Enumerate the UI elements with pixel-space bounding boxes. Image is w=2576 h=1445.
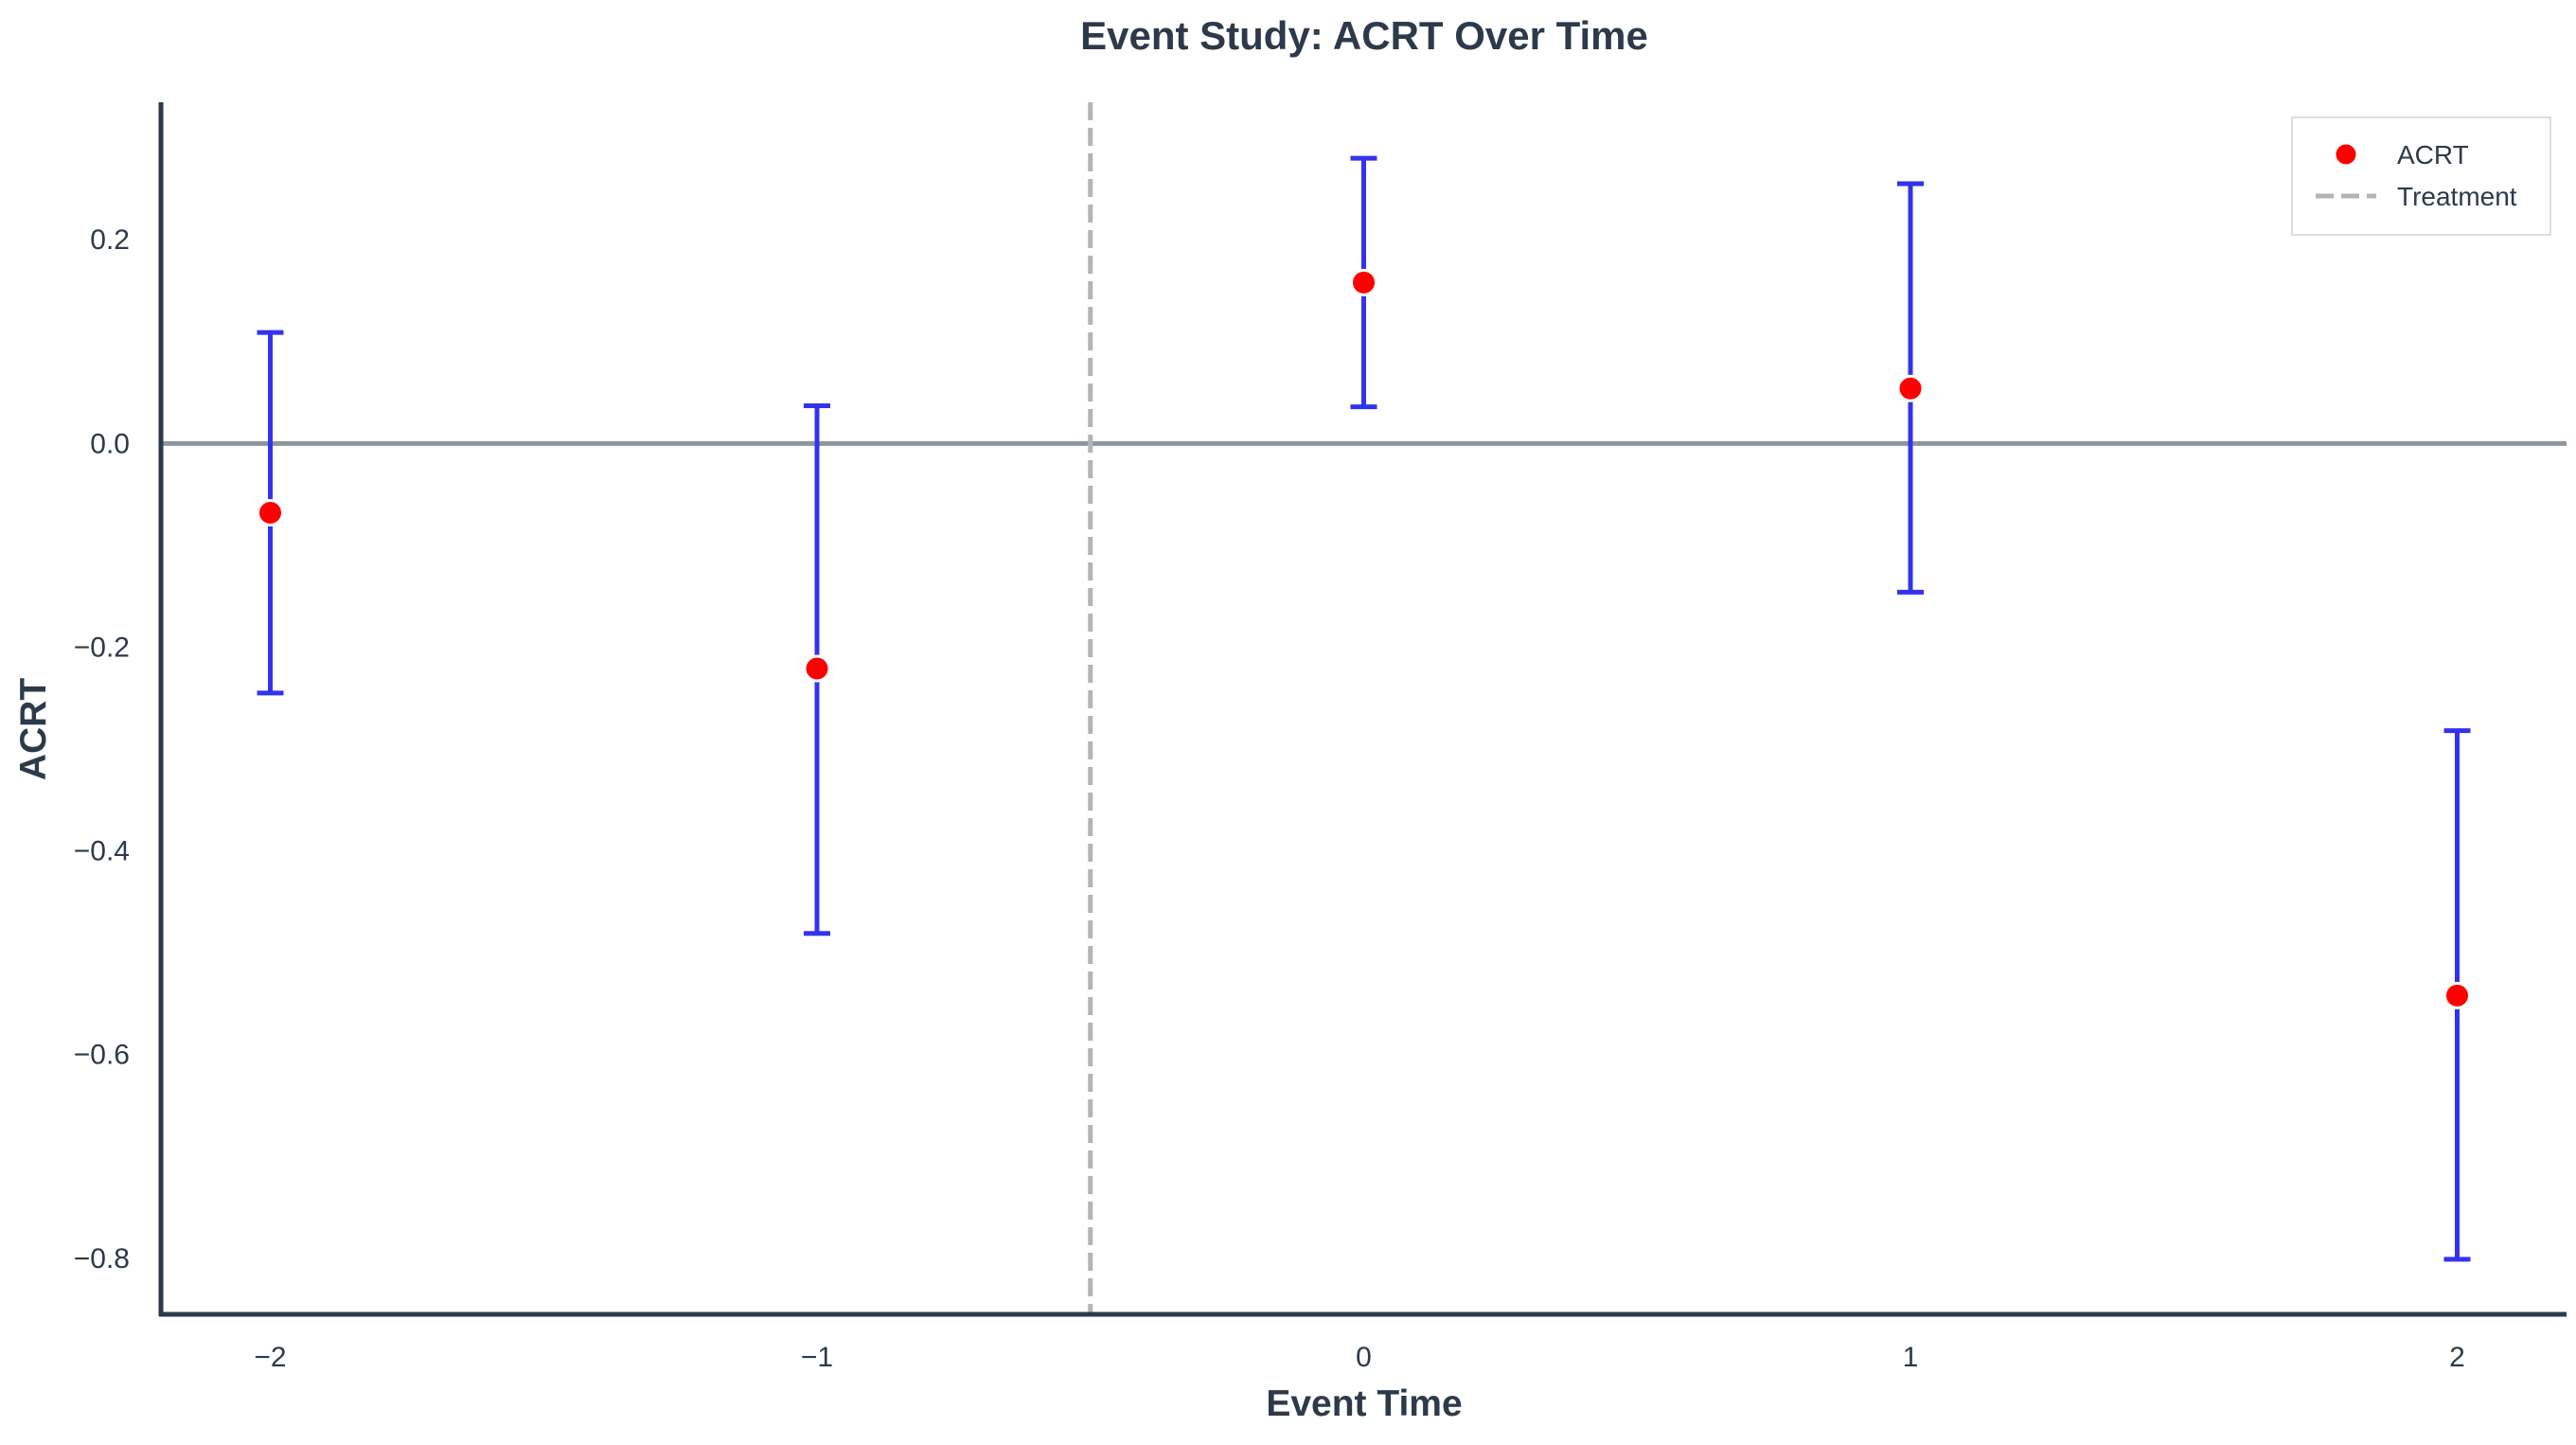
y-tick-label: −0.2 <box>74 632 130 663</box>
plot-area <box>161 102 2567 1314</box>
data-point <box>1350 268 1377 296</box>
x-tick-label: 0 <box>1356 1342 1372 1373</box>
y-axis-label: ACRT <box>13 678 54 780</box>
axes: −2 −1 0 1 2 0.2 0.0 −0.2 −0.4 −0.6 −0.8 <box>74 102 2567 1373</box>
legend-box <box>2291 116 2551 236</box>
data-point <box>1896 374 1925 402</box>
chart-title: Event Study: ACRT Over Time <box>1080 13 1648 58</box>
data-point <box>2443 981 2471 1009</box>
legend: ACRT Treatment <box>2291 116 2551 236</box>
legend-marker-acrt <box>2333 141 2359 168</box>
legend-label: Treatment <box>2397 182 2517 211</box>
y-tick-label: 0.2 <box>90 224 130 256</box>
data-point <box>257 498 284 526</box>
x-tick-label: 2 <box>2449 1342 2465 1373</box>
x-axis-label: Event Time <box>1266 1383 1462 1424</box>
data-point <box>803 654 831 683</box>
y-tick-label: −0.6 <box>74 1040 130 1071</box>
y-tick-label: −0.8 <box>74 1243 130 1275</box>
x-tick-label: −1 <box>801 1342 833 1373</box>
y-tick-label: 0.0 <box>90 428 130 459</box>
legend-label: ACRT <box>2397 140 2469 169</box>
x-tick-label: −2 <box>254 1342 286 1373</box>
y-tick-label: −0.4 <box>74 836 130 867</box>
x-tick-label: 1 <box>1903 1342 1919 1373</box>
